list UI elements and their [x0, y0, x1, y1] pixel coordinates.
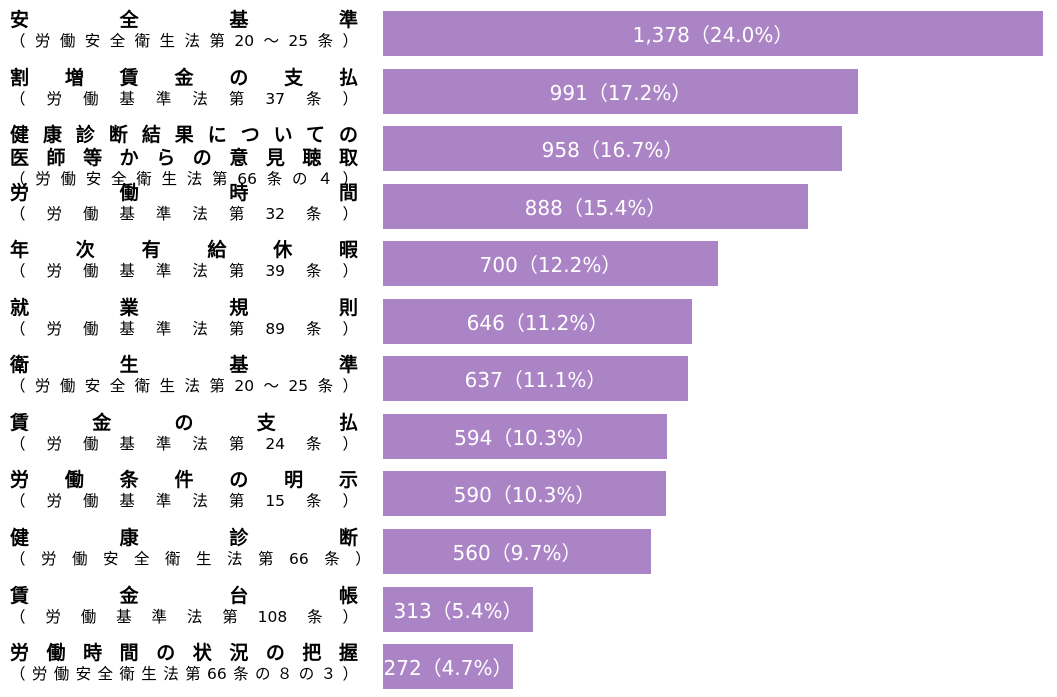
data-label: 888（15.4%） [524, 195, 667, 220]
category-subtitle: （ 労 働 基 準 法 第 15 条 ） [10, 492, 358, 511]
category-title: 健 康 診 断 [10, 526, 358, 549]
bar [383, 68, 858, 114]
category-title: 労 働 条 件 の 明 示 [10, 469, 358, 492]
category-label: 割 増 賃 金 の 支 払（ 労 働 基 準 法 第 37 条 ） [10, 67, 358, 109]
data-label: 590（10.3%） [453, 483, 596, 508]
category-label: 健 康 診 断（ 労 働 安 全 衛 生 法 第 66 条 ） [10, 526, 371, 569]
category-subtitle: （ 労 働 基 準 法 第 39 条 ） [10, 262, 358, 281]
category-label: 賃 金 台 帳（ 労 働 基 準 法 第 108 条 ） [10, 585, 358, 627]
category-subtitle: （ 労 働 基 準 法 第 37 条 ） [10, 89, 358, 108]
category-label: 賃 金 の 支 払（ 労 働 基 準 法 第 24 条 ） [10, 412, 358, 454]
category-title: 割 増 賃 金 の 支 払 [10, 66, 358, 89]
bar [383, 471, 666, 517]
data-label: 313（5.4%） [393, 598, 523, 623]
category-title: 健康診断結果についての [10, 124, 358, 147]
data-label: 594（10.3%） [454, 425, 596, 450]
category-subtitle: （労働安全衛生法第20～25条） [10, 377, 358, 396]
category-title: 賃 金 の 支 払 [10, 411, 358, 434]
data-label: 646（11.2%） [466, 310, 609, 335]
category-subtitle: （ 労 働 安 全 衛 生 法 第 66 条 ） [10, 549, 371, 568]
bar [383, 241, 718, 287]
category-label: 年 次 有 給 休 暇（ 労 働 基 準 法 第 39 条 ） [10, 239, 358, 281]
bar [383, 126, 842, 172]
category-title: 衛 生 基 準 [10, 354, 358, 377]
bar [383, 11, 1043, 56]
category-label: 衛 生 基 準（労働安全衛生法第20～25条） [10, 354, 358, 396]
category-label: 安 全 基 準（労働安全衛生法第20～25条） [10, 9, 358, 51]
category-subtitle: （労働安全衛生法第66条の８の３） [10, 665, 358, 684]
data-label: 637（11.1%） [464, 368, 607, 393]
category-title: 安 全 基 準 [10, 9, 358, 31]
data-label: 560（9.7%） [452, 540, 582, 565]
category-title: 労 働 時 間 [10, 181, 358, 204]
category-subtitle: （ 労 働 基 準 法 第 108 条 ） [10, 607, 358, 626]
category-title: 医師等からの意見聴取 [10, 147, 358, 170]
bar [383, 183, 808, 229]
category-title: 年 次 有 給 休 暇 [10, 239, 358, 262]
category-label: 労働時間の状況の把握 （労働安全衛生法第66条の８の３） [10, 642, 358, 684]
category-subtitle: （ 労 働 基 準 法 第 32 条 ） [10, 204, 358, 223]
category-title: 就 業 規 則 [10, 296, 358, 319]
data-label: 958（16.7%） [541, 138, 684, 163]
category-title: 労働時間の状況の把握 [10, 642, 358, 665]
data-label: 991（17.2%） [549, 80, 692, 105]
category-title: 賃 金 台 帳 [10, 584, 358, 607]
category-label: 健康診断結果についての 医師等からの意見聴取 （労働安全衛生法第66条の４） [10, 124, 358, 189]
bar [383, 528, 651, 574]
category-subtitle: （労働安全衛生法第66条の４） [10, 170, 358, 189]
bar [383, 298, 692, 344]
data-label: 272（4.7%） [383, 656, 513, 681]
bar [383, 356, 688, 402]
category-label: 労 働 時 間（ 労 働 基 準 法 第 32 条 ） [10, 182, 358, 224]
bar [383, 644, 513, 690]
category-subtitle: （ 労 働 基 準 法 第 24 条 ） [10, 434, 358, 453]
category-label: 就 業 規 則（ 労 働 基 準 法 第 89 条 ） [10, 297, 358, 339]
bar [383, 413, 667, 459]
category-label: 労 働 条 件 の 明 示（ 労 働 基 準 法 第 15 条 ） [10, 469, 358, 511]
data-label: 700（12.2%） [479, 253, 622, 278]
data-label: 1,378（24.0%） [632, 23, 794, 47]
category-subtitle: （ 労 働 基 準 法 第 89 条 ） [10, 319, 358, 338]
bar [383, 586, 533, 632]
category-subtitle: （労働安全衛生法第20～25条） [10, 32, 358, 50]
